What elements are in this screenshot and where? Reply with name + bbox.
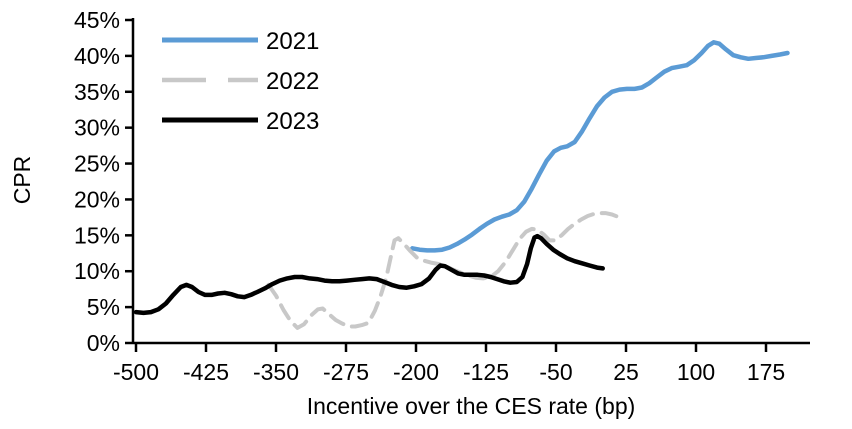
y-tick-label: 40% — [74, 43, 120, 69]
x-axis-ticks: -500 -425 -350 -275 -200 -125 -50 25 100 175 — [113, 343, 785, 385]
x-tick-label: 175 — [747, 359, 785, 385]
legend-item-2023: 2023 — [162, 108, 319, 135]
y-tick-label: 35% — [74, 79, 120, 105]
x-tick-label: -125 — [463, 359, 509, 385]
x-tick-label: -275 — [323, 359, 369, 385]
x-tick-label: -500 — [113, 359, 159, 385]
series-line-2021 — [410, 40, 790, 253]
series-line-2022 — [266, 211, 626, 330]
x-tick-label: -50 — [539, 359, 572, 385]
x-tick-label: -425 — [183, 359, 229, 385]
y-tick-label: 25% — [74, 151, 120, 177]
legend-label-2023: 2023 — [266, 108, 319, 135]
y-axis-title: CPR — [9, 156, 35, 205]
legend-item-2022: 2022 — [162, 68, 319, 95]
x-tick-label: 25 — [613, 359, 639, 385]
y-axis-ticks: 0% 5% 10% 15% 20% 25% 30% 35% 40% 45% — [74, 7, 133, 356]
x-tick-label: -350 — [253, 359, 299, 385]
y-tick-label: 10% — [74, 258, 120, 284]
y-tick-label: 30% — [74, 115, 120, 141]
legend-item-2021: 2021 — [162, 28, 319, 55]
y-tick-label: 0% — [87, 330, 120, 356]
x-tick-label: 100 — [677, 359, 715, 385]
series-line-2023 — [133, 233, 605, 316]
y-tick-label: 15% — [74, 222, 120, 248]
x-axis-title: Incentive over the CES rate (bp) — [307, 393, 636, 419]
legend-label-2022: 2022 — [266, 68, 319, 95]
legend-label-2021: 2021 — [266, 28, 319, 55]
y-tick-label: 5% — [87, 294, 120, 320]
y-tick-label: 20% — [74, 186, 120, 212]
x-tick-label: -200 — [393, 359, 439, 385]
legend: 2021 2022 2023 — [162, 28, 319, 135]
y-tick-label: 45% — [74, 7, 120, 33]
series-lines — [133, 40, 790, 330]
